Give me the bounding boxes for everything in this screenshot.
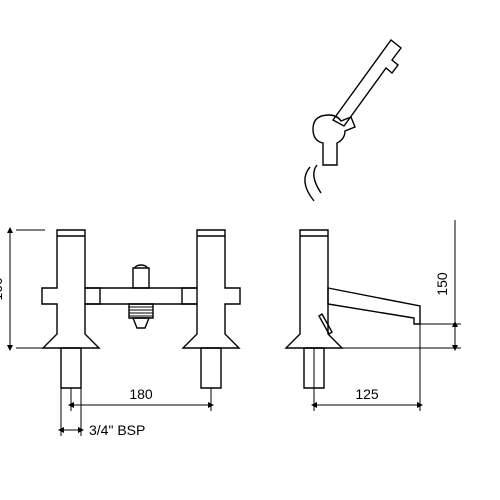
left-tail (61, 348, 81, 388)
dimension-label: 160 (0, 277, 5, 301)
hose-line (305, 167, 314, 201)
spout (328, 288, 420, 324)
handset-body (333, 40, 401, 126)
diverter-top (133, 268, 149, 288)
left-pillar (42, 230, 100, 348)
handset-view (305, 40, 401, 201)
dimension-label: 125 (355, 386, 379, 402)
dimension-label: 3/4" BSP (89, 422, 145, 438)
technical-drawing: 160 180 3/4" BSP 150 125 (0, 0, 500, 500)
handset-bracket (313, 115, 355, 165)
side-elevation: 150 125 (286, 220, 461, 411)
right-pillar (182, 230, 240, 348)
hose-line (314, 165, 321, 193)
outlet-taper (133, 318, 149, 328)
front-elevation: 160 180 3/4" BSP (0, 230, 240, 438)
dimension-label: 150 (434, 272, 450, 296)
dimension-label: 180 (129, 386, 153, 402)
lever (319, 314, 332, 334)
bridge (85, 288, 197, 304)
right-tail (201, 348, 221, 388)
